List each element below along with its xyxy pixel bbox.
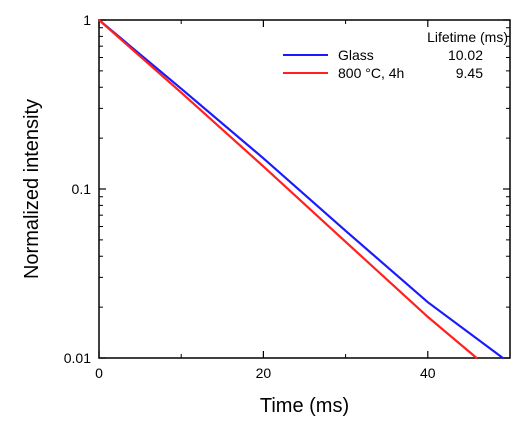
series-line-glass (98, 19, 505, 360)
ticks: 0 20 40 1 0.1 0.01 (64, 12, 510, 381)
x-tick-label: 20 (256, 365, 272, 381)
y-tick-label: 0.01 (64, 350, 91, 366)
series-group (98, 19, 505, 360)
legend-lifetime-value: 10.02 (448, 47, 483, 63)
legend-header: Lifetime (ms) (427, 29, 508, 45)
x-tick-label: 40 (420, 365, 436, 381)
series-line-800c-4h (98, 19, 478, 360)
y-axis-title: Normalized intensity (21, 99, 43, 279)
x-tick-label: 0 (95, 365, 103, 381)
y-tick-label: 0.1 (72, 181, 92, 197)
legend-lifetime-value: 9.45 (456, 65, 483, 81)
legend-series-name: Glass (338, 47, 374, 63)
y-tick-label: 1 (83, 12, 91, 28)
legend: Lifetime (ms) Glass 10.02 800 °C, 4h 9.45 (283, 29, 508, 81)
x-axis-title: Time (ms) (260, 395, 349, 417)
legend-series-name: 800 °C, 4h (338, 65, 404, 81)
